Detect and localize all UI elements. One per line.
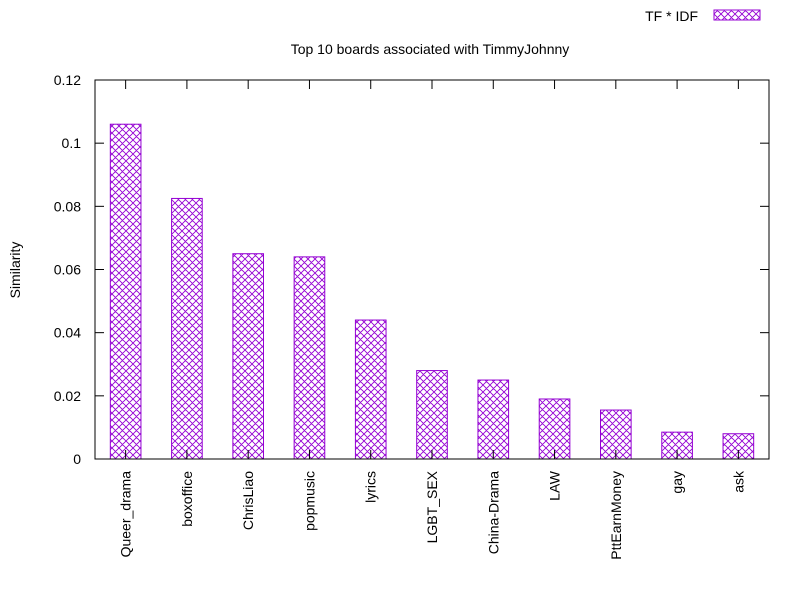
bar xyxy=(293,256,326,460)
x-tick-label: ChrisLiao xyxy=(240,471,256,530)
x-tick-label: ask xyxy=(730,470,746,493)
y-tick-label: 0.02 xyxy=(54,388,81,404)
bar xyxy=(171,197,203,460)
y-tick-label: 0.1 xyxy=(62,135,82,151)
y-axis-label: Similarity xyxy=(7,242,23,299)
plot-frame xyxy=(94,79,770,460)
bar xyxy=(232,253,264,460)
y-tick-label: 0 xyxy=(73,451,81,467)
y-axis-ticks: 0 0.02 0.04 0.06 0.08 0.1 0.12 xyxy=(54,72,769,467)
bar xyxy=(109,123,142,460)
x-tick-label: LAW xyxy=(547,470,563,501)
x-tick-label: LGBT_SEX xyxy=(424,470,440,543)
legend: TF * IDF xyxy=(645,8,761,24)
x-tick-label: popmusic xyxy=(301,471,317,531)
bar xyxy=(416,370,448,460)
x-tick-label: Queer_drama xyxy=(118,471,134,558)
x-tick-label: gay xyxy=(669,471,685,494)
y-tick-label: 0.06 xyxy=(54,262,81,278)
legend-label: TF * IDF xyxy=(645,8,698,24)
x-tick-label: lyrics xyxy=(363,471,379,503)
x-tick-label: PttEarnMoney xyxy=(608,471,624,560)
y-tick-label: 0.12 xyxy=(54,72,81,88)
x-axis-ticks: Queer_drama boxoffice ChrisLiao popmusic lyr… xyxy=(118,80,746,560)
bar xyxy=(354,319,387,460)
y-tick-label: 0.04 xyxy=(54,325,81,341)
x-tick-label: boxoffice xyxy=(179,471,195,527)
chart-title: Top 10 boards associated with TimmyJohnn… xyxy=(291,41,570,57)
bar xyxy=(477,379,510,460)
bars xyxy=(109,123,755,460)
y-tick-label: 0.08 xyxy=(54,198,81,214)
bar xyxy=(538,398,571,460)
x-tick-label: China-Drama xyxy=(485,471,501,554)
legend-swatch xyxy=(713,9,761,21)
